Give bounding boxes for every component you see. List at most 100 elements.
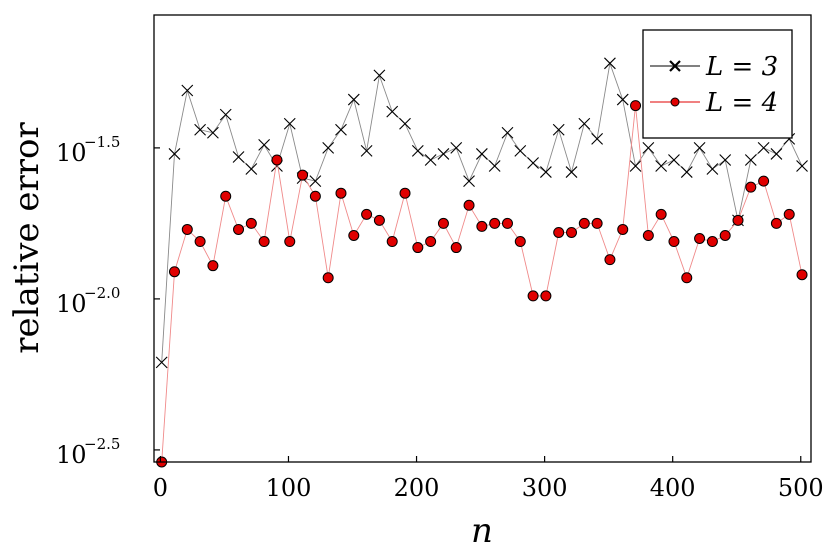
data-point-l4 bbox=[553, 226, 565, 238]
plot-frame bbox=[153, 14, 812, 463]
data-point-l4 bbox=[578, 217, 590, 229]
data-point-l3 bbox=[399, 117, 411, 130]
data-point-l3 bbox=[309, 175, 322, 188]
data-point-l4 bbox=[168, 266, 180, 278]
x-tick-label: 400 bbox=[650, 474, 696, 502]
y-tick-exponent: −2.5 bbox=[84, 435, 120, 453]
data-point-l4 bbox=[489, 217, 501, 229]
data-point-l3 bbox=[232, 151, 245, 163]
data-point-l3 bbox=[668, 154, 680, 166]
data-point-l3 bbox=[335, 123, 347, 136]
data-point-l3 bbox=[591, 132, 604, 145]
data-point-l3 bbox=[488, 160, 501, 172]
data-point-l4 bbox=[617, 223, 629, 235]
data-point-l3 bbox=[437, 148, 450, 160]
data-point-l4 bbox=[566, 226, 578, 238]
data-point-l4 bbox=[335, 187, 347, 199]
data-point-l3 bbox=[386, 105, 399, 118]
x-tick-label: 200 bbox=[394, 474, 440, 502]
data-point-l4 bbox=[245, 217, 257, 229]
data-point-l4 bbox=[501, 217, 513, 229]
data-point-l3 bbox=[207, 126, 219, 139]
legend-marker-l3 bbox=[669, 60, 681, 72]
data-point-l3 bbox=[411, 145, 424, 157]
data-point-l4 bbox=[425, 236, 437, 248]
data-point-l4 bbox=[437, 217, 449, 229]
legend-box bbox=[642, 29, 793, 139]
data-point-l3 bbox=[616, 93, 629, 106]
data-point-l4 bbox=[284, 236, 296, 248]
data-point-l4 bbox=[758, 175, 770, 187]
data-point-l3 bbox=[514, 145, 527, 157]
data-point-l4 bbox=[322, 272, 334, 284]
y-axis-title: relative error bbox=[7, 121, 47, 353]
data-point-l3 bbox=[501, 126, 514, 139]
data-point-l3 bbox=[463, 175, 475, 188]
data-point-l3 bbox=[680, 166, 693, 178]
data-point-l3 bbox=[719, 154, 732, 166]
data-point-l3 bbox=[424, 154, 437, 166]
data-point-l4 bbox=[450, 242, 462, 254]
data-point-l3 bbox=[796, 160, 808, 172]
data-point-l4 bbox=[386, 236, 398, 248]
data-point-l3 bbox=[655, 160, 668, 172]
data-point-l4 bbox=[412, 242, 424, 254]
data-point-l4 bbox=[463, 199, 475, 211]
data-point-l4 bbox=[514, 236, 526, 248]
data-point-l3 bbox=[540, 166, 552, 178]
x-tick-label: 0 bbox=[153, 474, 168, 502]
data-point-l4 bbox=[207, 260, 219, 272]
data-point-l3 bbox=[373, 69, 386, 82]
y-tick-exponent: −2.0 bbox=[84, 284, 120, 302]
data-point-l4 bbox=[233, 223, 245, 235]
legend: L = 3 L = 4 bbox=[642, 29, 793, 139]
data-point-l3 bbox=[475, 148, 488, 160]
data-point-l4 bbox=[591, 217, 603, 229]
data-point-l4 bbox=[181, 223, 193, 235]
data-point-l4 bbox=[527, 290, 539, 302]
data-point-l3 bbox=[565, 166, 578, 178]
data-point-l3 bbox=[245, 163, 258, 175]
data-point-l3 bbox=[770, 148, 783, 160]
data-point-l4 bbox=[373, 214, 385, 226]
x-tick-label: 100 bbox=[266, 474, 312, 502]
data-point-l4 bbox=[681, 272, 693, 284]
data-point-l4 bbox=[194, 236, 206, 248]
data-point-l4 bbox=[630, 100, 642, 112]
x-tick-label: 500 bbox=[778, 474, 824, 502]
x-axis-ticks: 0 100 200 300 400 500 bbox=[153, 456, 824, 502]
data-point-l4 bbox=[745, 181, 757, 193]
legend-marker-l4 bbox=[670, 97, 680, 107]
data-point-l3 bbox=[450, 142, 463, 154]
data-point-l4 bbox=[783, 208, 795, 220]
y-axis-ticks: 10−2.510−2.010−1.5 bbox=[56, 133, 160, 469]
data-point-l4 bbox=[732, 214, 744, 226]
data-point-l4 bbox=[668, 236, 680, 248]
y-tick-label: 10 bbox=[56, 139, 87, 167]
data-point-l3 bbox=[744, 154, 757, 166]
data-point-l4 bbox=[719, 229, 731, 241]
data-point-l3 bbox=[578, 117, 591, 130]
data-point-l3 bbox=[322, 142, 335, 154]
data-point-l4 bbox=[694, 233, 706, 244]
data-point-l3 bbox=[258, 138, 271, 151]
data-point-l3 bbox=[642, 142, 655, 154]
x-tick-label: 300 bbox=[522, 474, 568, 502]
data-point-l4 bbox=[348, 229, 360, 241]
y-tick-label: 10 bbox=[56, 290, 87, 318]
legend-label-l4: L = 4 bbox=[705, 88, 778, 118]
series-layer bbox=[155, 57, 808, 468]
data-point-l4 bbox=[271, 154, 283, 166]
data-point-l4 bbox=[220, 190, 232, 202]
data-point-l4 bbox=[770, 217, 782, 229]
data-point-l3 bbox=[527, 157, 539, 169]
data-point-l3 bbox=[604, 57, 616, 70]
data-point-l3 bbox=[219, 108, 232, 121]
data-point-l3 bbox=[347, 93, 360, 106]
data-point-l3 bbox=[155, 356, 168, 369]
data-point-l3 bbox=[552, 123, 565, 136]
data-point-l4 bbox=[258, 236, 270, 248]
data-point-l3 bbox=[168, 148, 181, 160]
legend-label-l3: L = 3 bbox=[705, 52, 778, 82]
